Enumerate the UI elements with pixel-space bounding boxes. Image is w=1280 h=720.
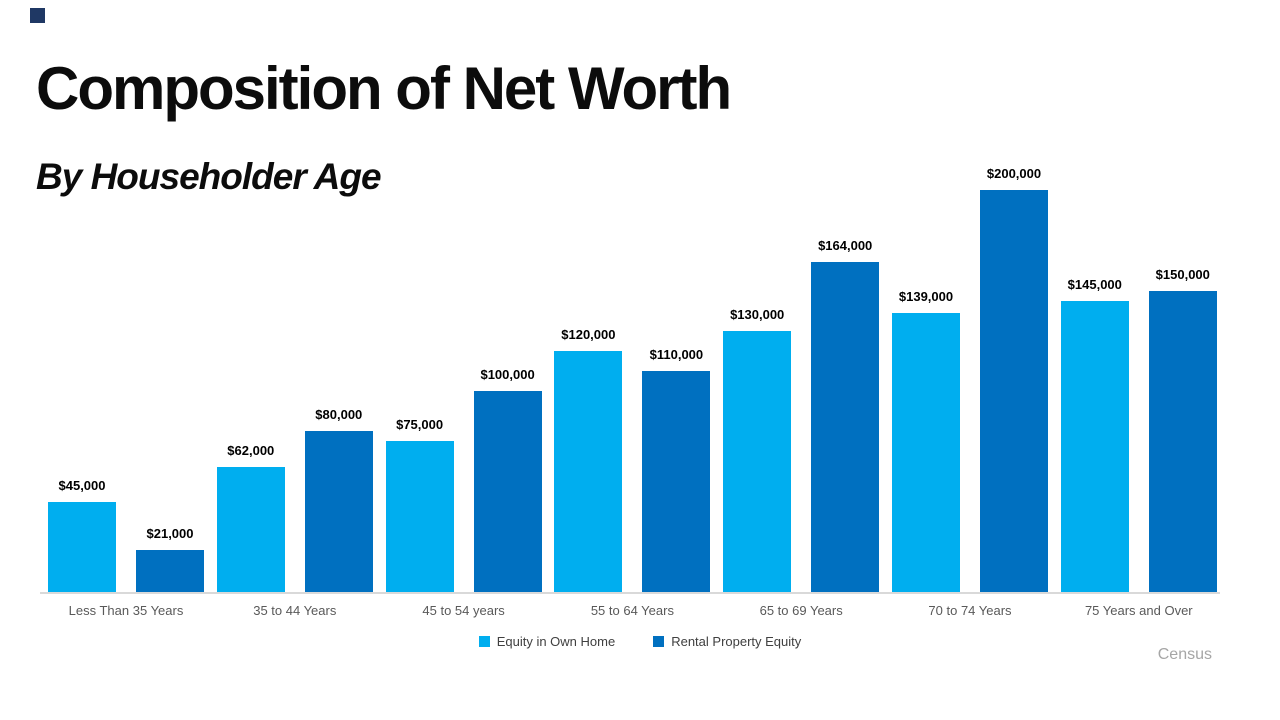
bar-equity-own-home [385, 441, 454, 592]
bar-value-label: $139,000 [898, 288, 954, 304]
legend-item-equity-own-home: Equity in Own Home [478, 634, 616, 649]
chart-legend: Equity in Own Home Rental Property Equit… [0, 634, 1280, 649]
bar-value-label: $145,000 [1067, 276, 1122, 292]
bar-value-label: $150,000 [1155, 266, 1210, 282]
legend-swatch-rental-property-equity [653, 636, 665, 647]
legend-label-equity-own-home: Equity in Own Home [496, 634, 616, 649]
legend-item-rental-property-equity: Rental Property Equity [653, 634, 801, 649]
bar-value-label: $21,000 [146, 525, 194, 541]
bar-rental-property-equity [473, 391, 542, 592]
category-label: 75 Years and Over [1084, 603, 1193, 618]
bar-value-label: $164,000 [818, 238, 873, 254]
bar-value-label: $62,000 [227, 443, 275, 459]
bar-rental-property-equity [642, 370, 711, 592]
bar-value-label: $45,000 [58, 477, 106, 493]
source-label: Census [1157, 646, 1212, 663]
bar-equity-own-home [216, 467, 285, 592]
bar-value-label: $200,000 [986, 166, 1042, 181]
bar-equity-own-home [554, 350, 623, 592]
category-label: 35 to 44 Years [253, 603, 337, 618]
bar-value-label: $130,000 [730, 306, 785, 322]
slide-title: Composition of Net Worth [36, 55, 732, 122]
bar-rental-property-equity [304, 431, 373, 592]
bar-value-label: $75,000 [396, 417, 444, 433]
category-label: 65 to 69 Years [759, 603, 843, 618]
bar-equity-own-home [892, 312, 960, 592]
legend-swatch-equity-own-home [478, 636, 490, 647]
category-label: Less Than 35 Years [68, 603, 184, 618]
x-axis-line [40, 592, 1220, 594]
category-label: 45 to 54 years [422, 603, 505, 618]
category-label: 70 to 74 Years [928, 603, 1012, 618]
bar-equity-own-home [48, 501, 116, 592]
bar-value-label: $80,000 [315, 407, 363, 423]
accent-square [30, 8, 45, 23]
bar-value-label: $110,000 [649, 346, 704, 362]
bar-rental-property-equity [811, 262, 880, 592]
bar-rental-property-equity [136, 549, 204, 592]
bar-equity-own-home [1060, 300, 1129, 592]
bar-equity-own-home [723, 330, 792, 592]
bar-rental-property-equity [1148, 290, 1217, 592]
slide-subtitle: By Householder Age [36, 156, 382, 197]
bar-value-label: $120,000 [561, 326, 616, 342]
legend-label-rental-property-equity: Rental Property Equity [671, 634, 802, 649]
category-label: 55 to 64 Years [590, 603, 674, 618]
bar-value-label: $100,000 [480, 367, 535, 382]
bar-rental-property-equity [980, 190, 1048, 592]
